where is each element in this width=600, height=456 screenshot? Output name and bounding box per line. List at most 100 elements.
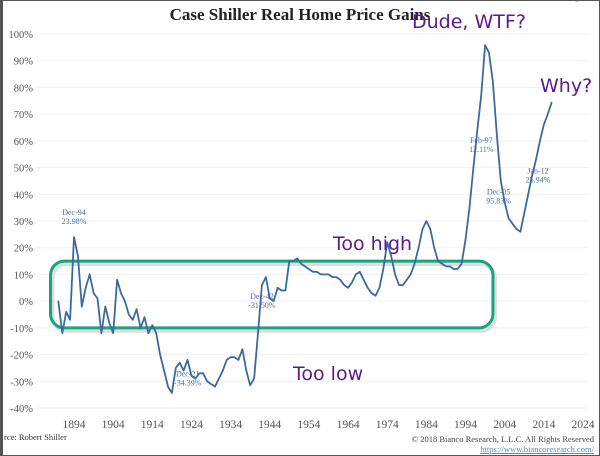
- data-point: [300, 263, 302, 265]
- data-point: [327, 273, 330, 276]
- data-point: [445, 265, 447, 268]
- x-tick-label: 1954: [297, 419, 320, 431]
- series-group: [57, 0, 561, 394]
- data-point: [296, 257, 298, 259]
- data-point: [535, 158, 537, 161]
- data-point: [237, 359, 240, 361]
- data-point: [183, 370, 185, 372]
- data-point: [468, 207, 471, 209]
- annotation-date: Dec-94: [62, 208, 86, 217]
- data-point: [89, 273, 91, 276]
- data-point: [355, 273, 357, 276]
- data-point: [480, 94, 482, 97]
- data-point: [171, 392, 173, 394]
- y-tick-label: -20%: [10, 351, 33, 362]
- annotation-value: 74.46%: [566, 0, 591, 2]
- data-point: [386, 241, 388, 243]
- data-point: [558, 0, 561, 1]
- x-tick-label: 2014: [532, 419, 555, 431]
- data-point: [511, 223, 514, 225]
- data-point: [175, 367, 177, 369]
- data-point: [304, 265, 306, 268]
- data-point: [370, 292, 373, 294]
- data-point: [61, 332, 63, 334]
- data-point: [308, 268, 310, 270]
- data-point: [508, 217, 510, 219]
- series-line: [57, 44, 553, 394]
- x-tick-label: 2004: [493, 419, 516, 431]
- data-point: [261, 284, 263, 286]
- annotation-date: Aug-18: [566, 0, 590, 2]
- data-point: [124, 300, 126, 302]
- x-tick-label: 1904: [102, 419, 125, 431]
- data-point: [92, 292, 95, 294]
- data-point: [476, 129, 478, 131]
- data-point: [277, 287, 279, 289]
- y-tick-label: 100%: [9, 30, 34, 41]
- data-point: [429, 228, 431, 230]
- annotation-value: 25.94%: [526, 176, 551, 185]
- data-point: [57, 300, 59, 302]
- data-point: [425, 220, 427, 222]
- data-point: [359, 271, 361, 273]
- data-point: [136, 308, 138, 310]
- copyright-block: © 2018 Bianco Research, L.L.C. All Right…: [412, 434, 594, 454]
- data-point: [320, 273, 322, 276]
- data-point: [280, 289, 283, 292]
- highlight-band: [49, 259, 497, 333]
- data-point: [449, 265, 451, 268]
- data-point: [414, 263, 416, 265]
- data-point: [104, 305, 106, 308]
- data-point: [394, 273, 396, 276]
- data-point: [554, 0, 557, 1]
- data-point: [437, 260, 439, 262]
- data-point: [398, 284, 400, 286]
- annotation-date: Dec-42: [250, 292, 274, 301]
- x-tick-label: 1944: [258, 419, 281, 431]
- x-tick-label: 1934: [219, 419, 242, 431]
- y-tick-label: 60%: [14, 137, 34, 148]
- data-point: [163, 370, 165, 372]
- data-point: [202, 372, 204, 374]
- callout-too-low: Too low: [292, 363, 363, 385]
- data-point: [547, 113, 549, 115]
- data-point: [108, 321, 110, 324]
- data-point: [65, 311, 67, 313]
- data-point: [273, 300, 275, 302]
- data-point: [363, 279, 365, 281]
- data-point: [390, 255, 392, 257]
- data-point: [488, 52, 490, 54]
- data-point: [147, 332, 149, 334]
- data-point: [378, 287, 380, 289]
- y-tick-label: 80%: [14, 83, 34, 94]
- data-point: [288, 260, 290, 262]
- data-point: [249, 384, 251, 386]
- data-point: [331, 276, 334, 278]
- data-point: [335, 276, 337, 278]
- x-tick-label: 2024: [572, 419, 595, 431]
- data-point: [347, 287, 349, 289]
- data-point: [186, 359, 189, 361]
- website-link[interactable]: https://www.biancoresearch.com/: [480, 444, 594, 454]
- data-point: [453, 268, 455, 270]
- data-point: [128, 313, 130, 316]
- data-point: [190, 375, 193, 377]
- annotation-value: -31.50%: [248, 301, 276, 310]
- y-tick-label: 50%: [14, 164, 34, 175]
- y-axis-ticks: 100% 90% 80% 70% 60% 50% 40% 30% 20% 10% 0% -10% -20…: [9, 30, 34, 415]
- annotation-value: -34.39%: [174, 379, 202, 388]
- data-point: [233, 356, 236, 358]
- data-point: [159, 353, 161, 356]
- data-point: [461, 263, 463, 265]
- data-point: [226, 359, 228, 361]
- data-point: [519, 231, 521, 233]
- chart-title: Case Shiller Real Home Price Gains: [169, 5, 431, 24]
- y-tick-label: 30%: [14, 217, 34, 228]
- x-tick-label: 1994: [454, 419, 477, 431]
- data-point: [406, 279, 408, 281]
- data-point: [214, 386, 216, 388]
